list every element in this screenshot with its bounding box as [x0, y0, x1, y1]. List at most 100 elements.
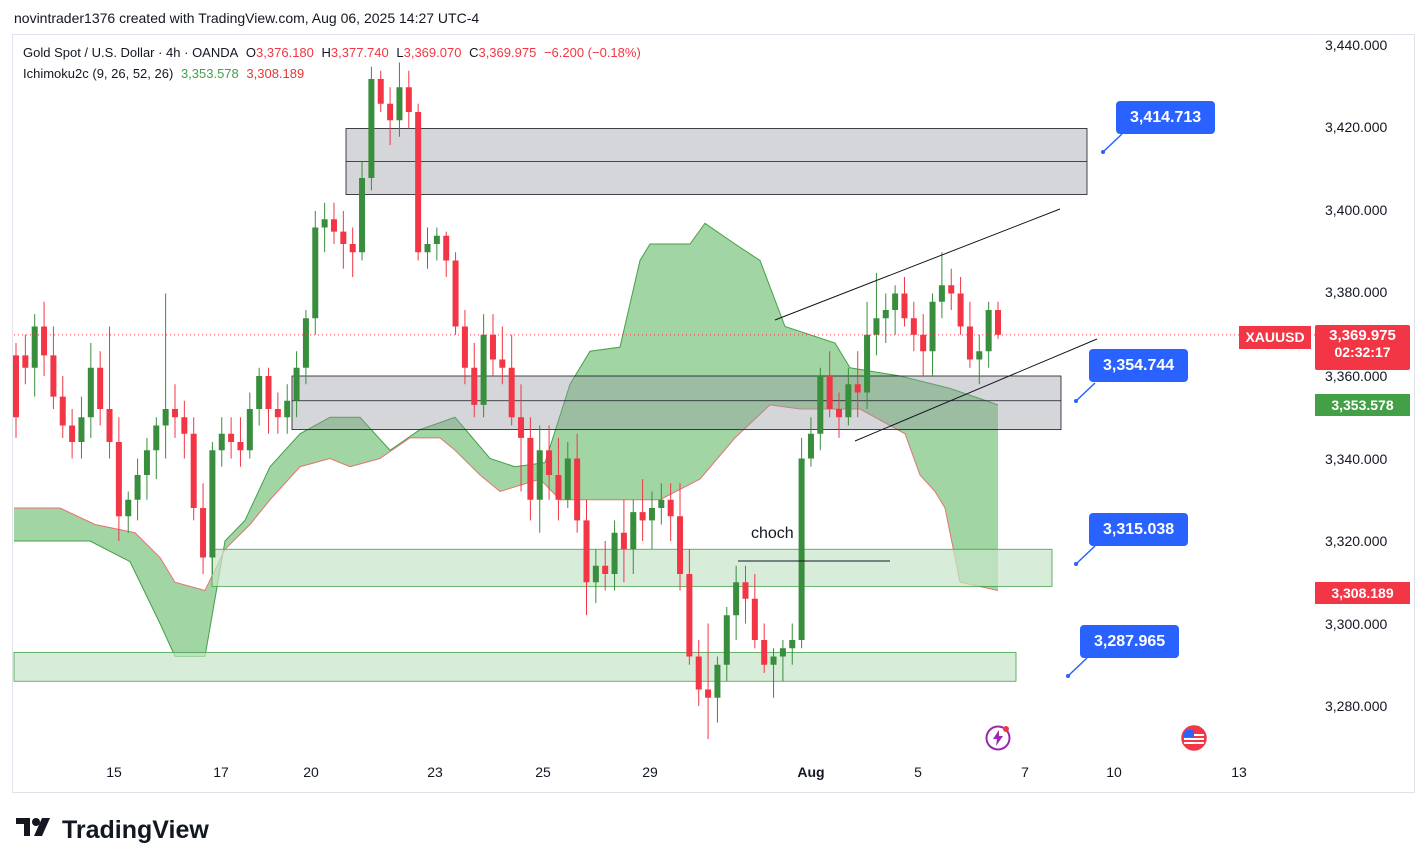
- candle-body: [564, 458, 571, 500]
- indicator-name: Ichimoku2c (9, 26, 52, 26): [23, 66, 174, 81]
- candle: [564, 442, 571, 508]
- candle-body: [461, 326, 468, 368]
- candle-body: [798, 458, 805, 640]
- price-label-callout[interactable]: 3,287.965: [1080, 625, 1180, 658]
- price-label-callout[interactable]: 3,315.038: [1089, 513, 1189, 546]
- demand-zone-upper: [211, 548, 1053, 587]
- candle-body: [892, 293, 899, 310]
- tradingview-wordmark: TradingView: [62, 816, 209, 844]
- y-tick: 3,360.000: [1325, 368, 1388, 384]
- candle: [658, 483, 665, 525]
- candle-body: [106, 409, 113, 442]
- candle-body: [648, 508, 655, 521]
- candle-body: [592, 565, 599, 583]
- y-tick: 3,320.000: [1325, 533, 1388, 549]
- y-tick: 3,400.000: [1325, 202, 1388, 218]
- candle-body: [817, 376, 824, 434]
- ichimoku-cloud-area: [14, 223, 998, 657]
- trend-drawings: [14, 133, 1315, 678]
- candle-body: [41, 326, 48, 356]
- candle-body: [480, 334, 487, 405]
- choch-annotation[interactable]: choch: [751, 525, 794, 542]
- x-tick: 5: [914, 764, 922, 780]
- candle-body: [995, 310, 1001, 335]
- candle: [237, 417, 244, 467]
- candle-body: [340, 231, 347, 244]
- candle: [714, 656, 721, 723]
- candle-body: [237, 442, 244, 451]
- candle: [592, 549, 599, 603]
- chart-frame[interactable]: [12, 34, 1415, 793]
- candle: [882, 293, 889, 343]
- symbol-price-tag[interactable]: XAUUSD: [1239, 326, 1311, 349]
- candle: [349, 227, 356, 277]
- candle: [807, 417, 814, 467]
- candle: [742, 565, 749, 624]
- candle: [106, 326, 113, 459]
- x-tick: 20: [303, 764, 319, 780]
- candle-body: [882, 310, 889, 319]
- candle: [31, 314, 38, 397]
- candle-body: [639, 512, 646, 521]
- candle: [78, 396, 85, 459]
- bar-countdown: 02:32:17: [1334, 344, 1391, 360]
- last-price-value: 3,369.975: [1329, 327, 1396, 344]
- candle-body: [929, 301, 936, 352]
- candle: [405, 70, 412, 129]
- candle-body: [218, 433, 225, 451]
- low-label: L: [396, 45, 404, 60]
- candle: [518, 384, 525, 492]
- ohlc-legend: Gold Spot / U.S. Dollar · 4h · OANDA O3,…: [23, 45, 645, 60]
- indicator-legend[interactable]: Ichimoku2c (9, 26, 52, 26) 3,353.578 3,3…: [23, 66, 308, 81]
- candle: [677, 483, 684, 591]
- candle-body: [602, 565, 609, 574]
- lightning-event-icon[interactable]: [985, 725, 1011, 751]
- candle: [527, 417, 534, 521]
- candle-body: [377, 79, 384, 104]
- us-flag-event-icon[interactable]: [1181, 725, 1207, 751]
- callout-pointer: [1067, 657, 1088, 677]
- candle-body: [368, 79, 375, 178]
- candle: [620, 499, 627, 583]
- candle-body: [620, 532, 627, 550]
- candle-body: [190, 433, 197, 508]
- candle-body: [153, 425, 160, 451]
- candle-body: [228, 433, 235, 442]
- candle: [546, 425, 553, 500]
- candle-body: [125, 499, 132, 517]
- candle-body: [901, 293, 908, 319]
- candle: [751, 574, 758, 649]
- y-tick: 3,420.000: [1325, 119, 1388, 135]
- candle-body: [807, 433, 814, 459]
- supply-demand-zones: [13, 128, 1088, 682]
- candle-body: [920, 334, 927, 352]
- candle: [377, 70, 384, 112]
- candle: [115, 417, 122, 541]
- candle-body: [536, 450, 543, 500]
- price-label-callout[interactable]: 3,414.713: [1116, 101, 1216, 134]
- candle-body: [489, 334, 496, 360]
- demand-zone-lower: [13, 651, 1017, 682]
- channel-lower-trendline: [854, 338, 1098, 442]
- candle-body: [321, 219, 328, 228]
- price-label-callout[interactable]: 3,354.744: [1089, 349, 1189, 382]
- candle: [901, 277, 908, 327]
- candle-body: [349, 244, 356, 253]
- high-label: H: [321, 45, 331, 60]
- high-value: 3,377.740: [330, 45, 389, 60]
- candle: [50, 326, 57, 409]
- candle-body: [864, 334, 871, 393]
- symbol-description[interactable]: Gold Spot / U.S. Dollar · 4h · OANDA: [23, 45, 239, 60]
- candle: [966, 301, 973, 368]
- candle: [368, 66, 375, 191]
- candle-body: [424, 244, 431, 253]
- candle: [770, 648, 777, 698]
- candle: [648, 491, 655, 550]
- candle-body: [265, 376, 272, 409]
- candle-body: [69, 425, 76, 442]
- candle: [387, 87, 394, 145]
- candle-body: [658, 499, 665, 508]
- low-value: 3,369.070: [403, 45, 462, 60]
- tradingview-logo[interactable]: TradingView: [16, 816, 209, 845]
